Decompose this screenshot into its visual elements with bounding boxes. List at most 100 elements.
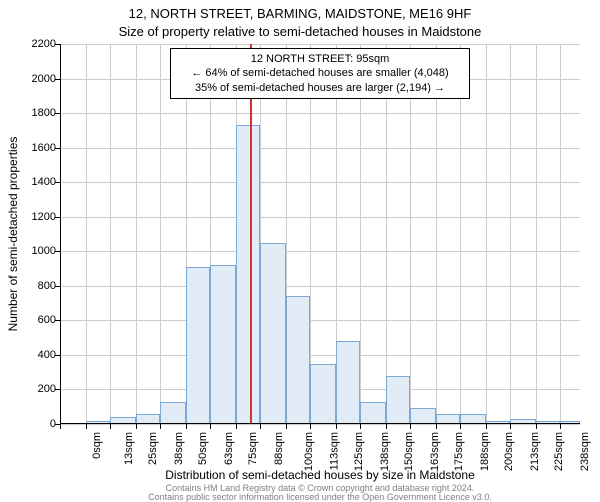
footer-line-3: Contains public sector information licen…	[148, 492, 492, 502]
y-tick-label: 800	[16, 280, 56, 292]
plot-area: 12 NORTH STREET: 95sqm ← 64% of semi-det…	[60, 44, 580, 424]
gridline-v	[536, 44, 537, 424]
x-tick-mark	[186, 424, 187, 429]
y-tick-mark	[55, 44, 60, 45]
x-tick-mark	[236, 424, 237, 429]
x-tick-mark	[286, 424, 287, 429]
y-axis-label: Number of semi-detached properties	[6, 44, 22, 424]
x-tick-label: 13sqm	[123, 432, 135, 465]
plot-border-bottom	[60, 423, 580, 424]
y-tick-label: 1000	[16, 245, 56, 257]
x-tick-mark	[536, 424, 537, 429]
gridline-h	[60, 182, 580, 183]
x-tick-label: 88sqm	[273, 432, 285, 465]
x-tick-mark	[136, 424, 137, 429]
histogram-bar	[410, 408, 436, 424]
gridline-h	[60, 355, 580, 356]
y-tick-mark	[55, 217, 60, 218]
y-tick-mark	[55, 355, 60, 356]
y-tick-mark	[55, 389, 60, 390]
x-tick-mark	[410, 424, 411, 429]
y-tick-mark	[55, 148, 60, 149]
x-tick-label: 75sqm	[247, 432, 259, 465]
histogram-bar	[360, 402, 386, 424]
x-tick-mark	[460, 424, 461, 429]
x-tick-label: 0sqm	[91, 432, 103, 459]
x-tick-mark	[510, 424, 511, 429]
gridline-h	[60, 217, 580, 218]
x-tick-label: 50sqm	[197, 432, 209, 465]
annotation-line-1: 12 NORTH STREET: 95sqm	[175, 52, 465, 66]
histogram-bar	[310, 364, 336, 424]
y-tick-label: 1600	[16, 142, 56, 154]
gridline-h	[60, 113, 580, 114]
x-tick-mark	[486, 424, 487, 429]
chart-container: 12, NORTH STREET, BARMING, MAIDSTONE, ME…	[0, 0, 600, 500]
reference-line	[250, 44, 252, 424]
x-tick-label: 225sqm	[553, 432, 565, 471]
chart-title-sub: Size of property relative to semi-detach…	[0, 24, 600, 39]
gridline-v	[86, 44, 87, 424]
y-tick-mark	[55, 286, 60, 287]
annotation-box: 12 NORTH STREET: 95sqm ← 64% of semi-det…	[170, 48, 470, 99]
gridline-v	[510, 44, 511, 424]
gridline-v	[136, 44, 137, 424]
y-tick-label: 2200	[16, 38, 56, 50]
histogram-bar	[210, 265, 236, 424]
y-tick-mark	[55, 251, 60, 252]
y-tick-mark	[55, 320, 60, 321]
histogram-bar	[160, 402, 186, 424]
x-tick-label: 100sqm	[303, 432, 315, 471]
gridline-v	[436, 44, 437, 424]
y-tick-label: 400	[16, 349, 56, 361]
gridline-v	[386, 44, 387, 424]
x-tick-label: 125sqm	[353, 432, 365, 471]
gridline-h	[60, 320, 580, 321]
gridline-v	[486, 44, 487, 424]
x-tick-mark	[160, 424, 161, 429]
x-tick-mark	[560, 424, 561, 429]
x-tick-mark	[110, 424, 111, 429]
histogram-bar	[186, 267, 210, 424]
y-tick-mark	[55, 79, 60, 80]
gridline-v	[110, 44, 111, 424]
y-tick-label: 2000	[16, 73, 56, 85]
gridline-v	[360, 44, 361, 424]
x-tick-mark	[436, 424, 437, 429]
x-tick-mark	[210, 424, 211, 429]
chart-title-main: 12, NORTH STREET, BARMING, MAIDSTONE, ME…	[0, 6, 600, 21]
x-tick-mark	[360, 424, 361, 429]
x-tick-mark	[260, 424, 261, 429]
x-tick-mark	[60, 424, 61, 429]
gridline-v	[410, 44, 411, 424]
x-tick-label: 150sqm	[403, 432, 415, 471]
x-tick-label: 238sqm	[579, 432, 591, 471]
x-tick-label: 188sqm	[479, 432, 491, 471]
footer-attribution: Contains HM Land Registry data © Crown c…	[60, 484, 580, 502]
x-tick-label: 63sqm	[223, 432, 235, 465]
gridline-h	[60, 148, 580, 149]
y-tick-label: 1800	[16, 107, 56, 119]
x-tick-mark	[310, 424, 311, 429]
y-tick-label: 600	[16, 314, 56, 326]
gridline-v	[560, 44, 561, 424]
x-tick-mark	[386, 424, 387, 429]
x-tick-mark	[86, 424, 87, 429]
y-tick-label: 200	[16, 383, 56, 395]
x-tick-label: 25sqm	[147, 432, 159, 465]
histogram-bar	[286, 296, 310, 424]
x-tick-label: 113sqm	[328, 432, 340, 470]
histogram-bar	[260, 243, 286, 424]
histogram-bar	[236, 125, 260, 424]
x-tick-label: 213sqm	[529, 432, 541, 471]
x-tick-label: 200sqm	[503, 432, 515, 471]
x-tick-label: 138sqm	[379, 432, 391, 471]
x-axis-label: Distribution of semi-detached houses by …	[60, 468, 580, 482]
annotation-line-2: ← 64% of semi-detached houses are smalle…	[175, 66, 465, 80]
y-tick-mark	[55, 182, 60, 183]
x-tick-mark	[336, 424, 337, 429]
histogram-bar	[336, 341, 360, 424]
annotation-line-3: 35% of semi-detached houses are larger (…	[175, 81, 465, 95]
y-tick-mark	[55, 424, 60, 425]
histogram-bar	[386, 376, 410, 424]
